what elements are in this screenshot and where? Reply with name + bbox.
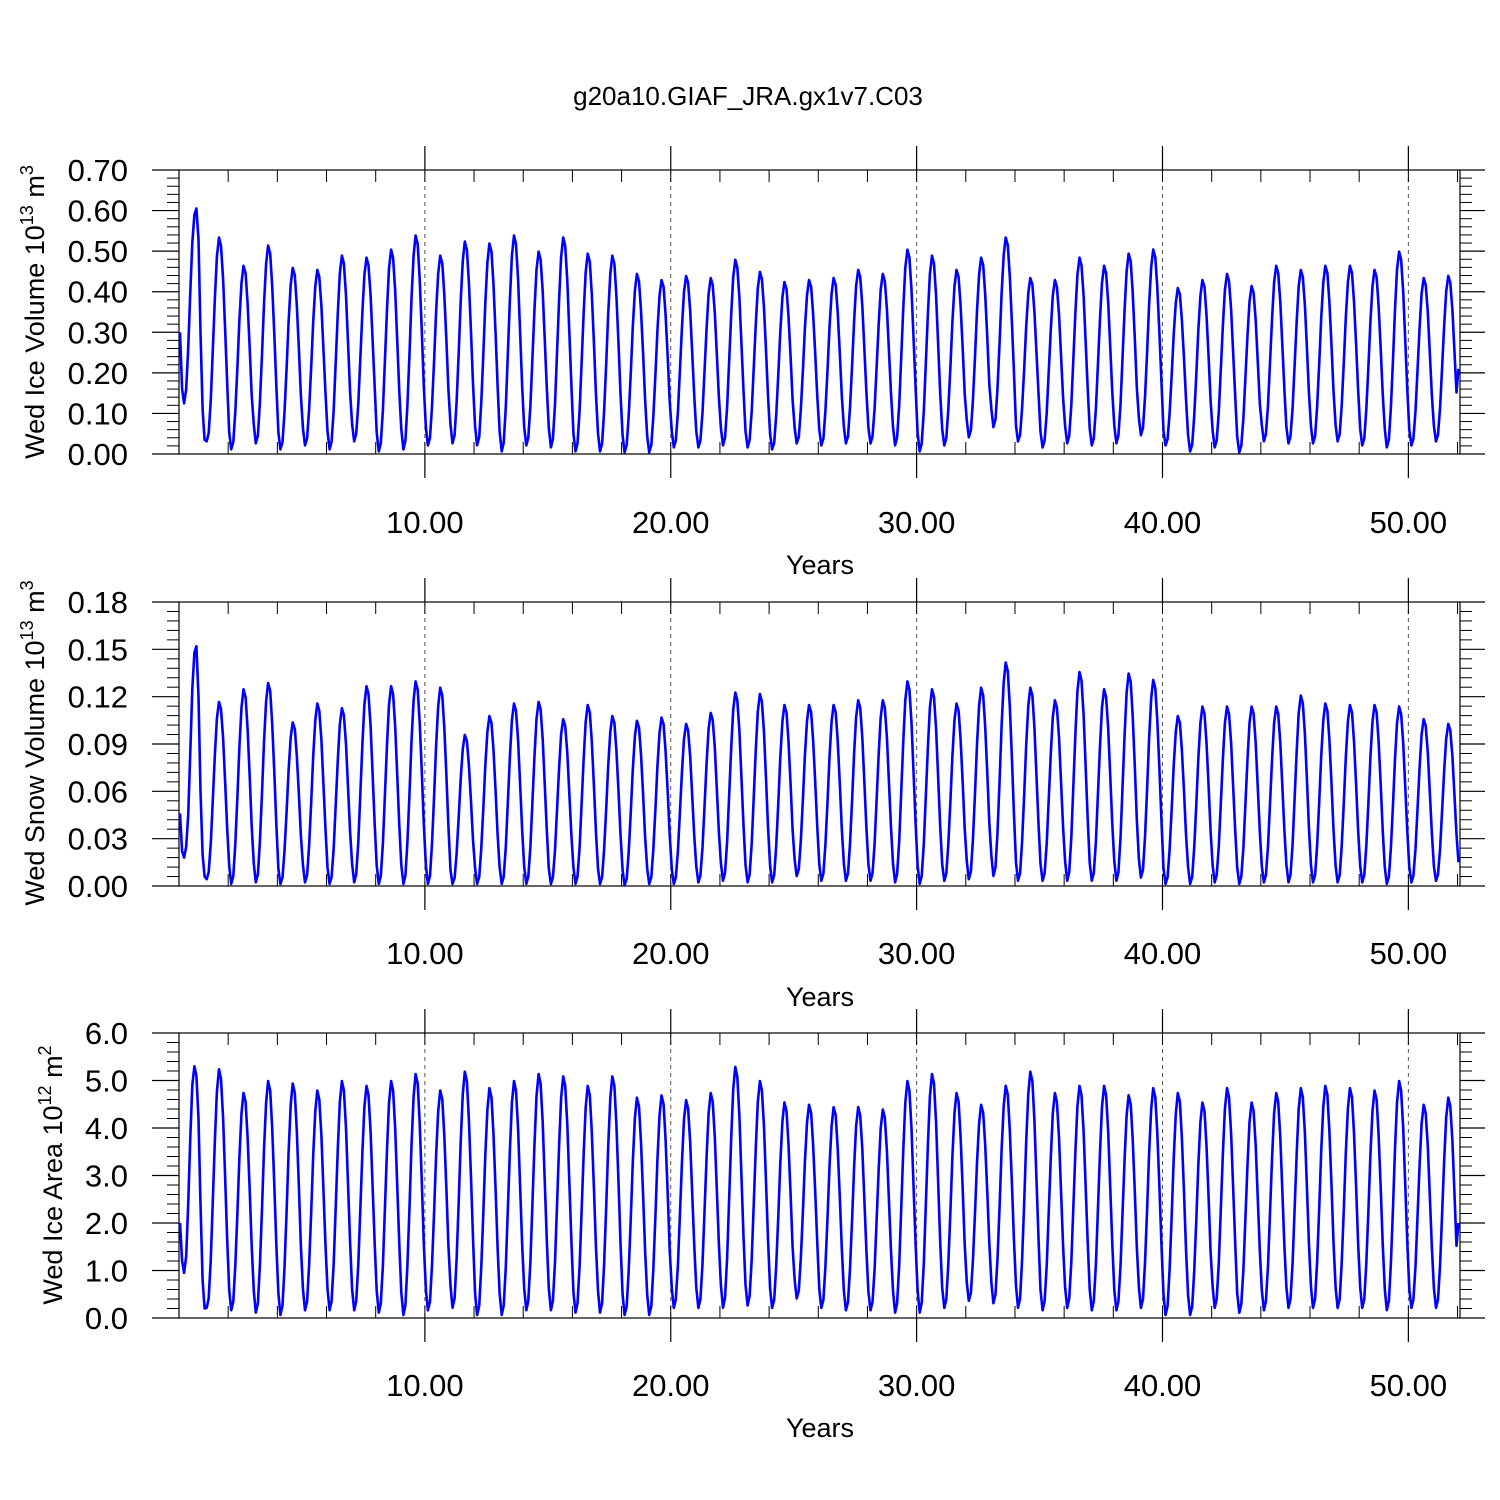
y-tick-label: 3.0 <box>85 1159 128 1194</box>
y-tick-label: 0.0 <box>85 1301 128 1336</box>
y-label-unit: m <box>38 1055 68 1085</box>
y-tick-label: 1.0 <box>85 1254 128 1289</box>
y-label-unit-exponent: 3 <box>17 580 37 590</box>
y-tick-label: 0.60 <box>68 194 128 229</box>
y-axis-label: Wed Ice Area 1012 m2 <box>35 1045 68 1304</box>
x-tick-label: 20.00 <box>632 505 710 540</box>
y-label-unit: m <box>20 175 50 205</box>
x-tick-label: 40.00 <box>1124 1368 1202 1403</box>
x-axis-label: Years <box>786 982 854 1012</box>
y-tick-label: 2.0 <box>85 1206 128 1241</box>
y-tick-label: 0.10 <box>68 396 128 431</box>
x-tick-label: 30.00 <box>878 505 956 540</box>
y-tick-label: 0.12 <box>68 680 128 715</box>
series-line <box>178 207 1460 454</box>
x-tick-label: 10.00 <box>386 936 464 971</box>
y-tick-label: 0.18 <box>68 585 128 620</box>
y-tick-label: 0.20 <box>68 356 128 391</box>
x-tick-label: 20.00 <box>632 936 710 971</box>
chart-title: g20a10.GIAF_JRA.gx1v7.C03 <box>573 81 923 111</box>
y-label-unit: m <box>20 590 50 620</box>
y-tick-label: 0.40 <box>68 275 128 310</box>
y-tick-label: 0.06 <box>68 774 128 809</box>
plot-frame <box>178 601 1461 887</box>
x-axis-label: Years <box>786 550 854 580</box>
x-tick-label: 10.00 <box>386 505 464 540</box>
plot-frame <box>178 1032 1461 1319</box>
series-line <box>178 1065 1460 1317</box>
y-tick-label: 0.15 <box>68 632 128 667</box>
y-tick-label: 6.0 <box>85 1016 128 1051</box>
y-tick-label: 0.00 <box>68 437 128 472</box>
y-tick-label: 0.30 <box>68 315 128 350</box>
y-tick-label: 0.50 <box>68 234 128 269</box>
x-tick-label: 50.00 <box>1370 936 1448 971</box>
y-label-exponent: 13 <box>17 205 37 225</box>
y-tick-label: 0.09 <box>68 727 128 762</box>
y-tick-label: 0.70 <box>68 153 128 188</box>
panel-ice-volume: Wed Ice Volume 1013 m3 Years 0.00 0.10 0.2… <box>17 146 1485 580</box>
plot-frame <box>178 169 1461 455</box>
x-tick-label: 50.00 <box>1370 1368 1448 1403</box>
x-tick-label: 50.00 <box>1370 505 1448 540</box>
panel-snow-volume: Wed Snow Volume 1013 m3 Years 0.00 0.03 0.… <box>17 578 1485 1012</box>
y-label-main: Wed Ice Area 10 <box>38 1105 68 1304</box>
y-label-exponent: 12 <box>35 1085 55 1105</box>
x-tick-label: 30.00 <box>878 1368 956 1403</box>
y-label-main: Wed Snow Volume 10 <box>20 640 50 905</box>
y-label-unit-exponent: 3 <box>17 165 37 175</box>
x-tick-label: 30.00 <box>878 936 956 971</box>
y-label-main: Wed Ice Volume 10 <box>20 225 50 459</box>
y-tick-label: 0.03 <box>68 822 128 857</box>
x-tick-label: 20.00 <box>632 1368 710 1403</box>
x-tick-label: 10.00 <box>386 1368 464 1403</box>
x-tick-label: 40.00 <box>1124 505 1202 540</box>
panel-ice-area: Wed Ice Area 1012 m2 Years 0.0 1.0 2.0 3.0 4… <box>35 1009 1485 1443</box>
x-axis-label: Years <box>786 1413 854 1443</box>
x-tick-label: 40.00 <box>1124 936 1202 971</box>
y-axis-label: Wed Snow Volume 1013 m3 <box>17 580 50 905</box>
y-tick-label: 5.0 <box>85 1064 128 1099</box>
y-tick-label: 4.0 <box>85 1111 128 1146</box>
y-axis-label: Wed Ice Volume 1013 m3 <box>17 165 50 459</box>
y-tick-label: 0.00 <box>68 869 128 904</box>
series-line <box>178 644 1460 887</box>
y-label-exponent: 13 <box>17 620 37 640</box>
y-label-unit-exponent: 2 <box>35 1045 55 1055</box>
